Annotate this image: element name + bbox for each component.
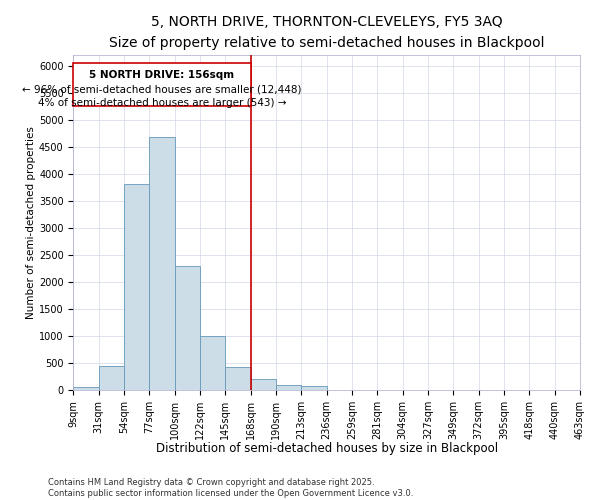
Bar (200, 336, 226, 390)
Bar (251, 380, 276, 390)
Bar (149, 137, 175, 390)
Bar (124, 184, 149, 390)
Text: ← 96% of semi-detached houses are smaller (12,448): ← 96% of semi-detached houses are smalle… (22, 84, 302, 94)
X-axis label: Distribution of semi-detached houses by size in Blackpool: Distribution of semi-detached houses by … (155, 442, 498, 455)
Text: 5 NORTH DRIVE: 156sqm: 5 NORTH DRIVE: 156sqm (89, 70, 235, 80)
Bar (73, 388, 99, 390)
Y-axis label: Number of semi-detached properties: Number of semi-detached properties (26, 126, 36, 319)
Bar (276, 384, 301, 390)
Bar (301, 386, 326, 390)
Bar (99, 366, 124, 390)
Text: 4% of semi-detached houses are larger (543) →: 4% of semi-detached houses are larger (5… (38, 98, 286, 108)
FancyBboxPatch shape (73, 63, 251, 106)
Bar (175, 266, 200, 390)
Title: 5, NORTH DRIVE, THORNTON-CLEVELEYS, FY5 3AQ
Size of property relative to semi-de: 5, NORTH DRIVE, THORNTON-CLEVELEYS, FY5 … (109, 15, 544, 50)
Bar (226, 368, 251, 390)
Text: Contains HM Land Registry data © Crown copyright and database right 2025.
Contai: Contains HM Land Registry data © Crown c… (48, 478, 413, 498)
